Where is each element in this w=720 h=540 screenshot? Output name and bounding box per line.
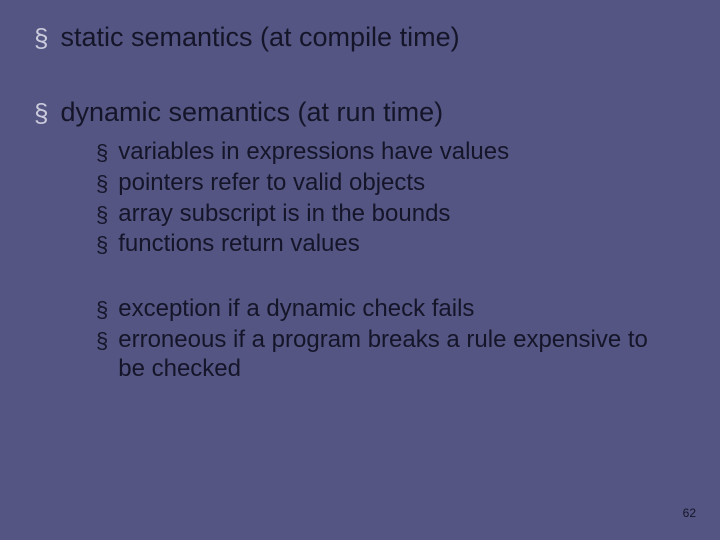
bullet-level2: § pointers refer to valid objects bbox=[96, 169, 720, 198]
slide: § static semantics (at compile time) § d… bbox=[0, 0, 720, 540]
sublist-dynamic-outcomes: § exception if a dynamic check fails § e… bbox=[0, 295, 720, 383]
level2-text: exception if a dynamic check fails bbox=[118, 295, 474, 324]
level1-text: dynamic semantics (at run time) bbox=[60, 97, 443, 128]
bullet-level2: § functions return values bbox=[96, 230, 720, 259]
level2-text: array subscript is in the bounds bbox=[118, 200, 450, 229]
bullet-level1-static: § static semantics (at compile time) bbox=[0, 22, 720, 53]
sublist-dynamic-properties: § variables in expressions have values §… bbox=[0, 138, 720, 259]
section-icon: § bbox=[96, 328, 108, 353]
bullet-level2: § erroneous if a program breaks a rule e… bbox=[96, 326, 720, 384]
section-icon: § bbox=[96, 140, 108, 165]
level2-text: erroneous if a program breaks a rule exp… bbox=[118, 326, 658, 384]
section-icon: § bbox=[96, 171, 108, 196]
section-icon: § bbox=[96, 202, 108, 227]
page-number: 62 bbox=[683, 506, 696, 520]
bullet-level2: § exception if a dynamic check fails bbox=[96, 295, 720, 324]
bullet-level2: § variables in expressions have values bbox=[96, 138, 720, 167]
section-icon: § bbox=[96, 297, 108, 322]
section-icon: § bbox=[96, 232, 108, 257]
level2-text: variables in expressions have values bbox=[118, 138, 509, 167]
level2-text: pointers refer to valid objects bbox=[118, 169, 425, 198]
level1-text: static semantics (at compile time) bbox=[60, 22, 459, 53]
bullet-level2: § array subscript is in the bounds bbox=[96, 200, 720, 229]
section-icon: § bbox=[34, 99, 48, 128]
bullet-level1-dynamic: § dynamic semantics (at run time) bbox=[0, 97, 720, 128]
section-icon: § bbox=[34, 24, 48, 53]
level2-text: functions return values bbox=[118, 230, 359, 259]
